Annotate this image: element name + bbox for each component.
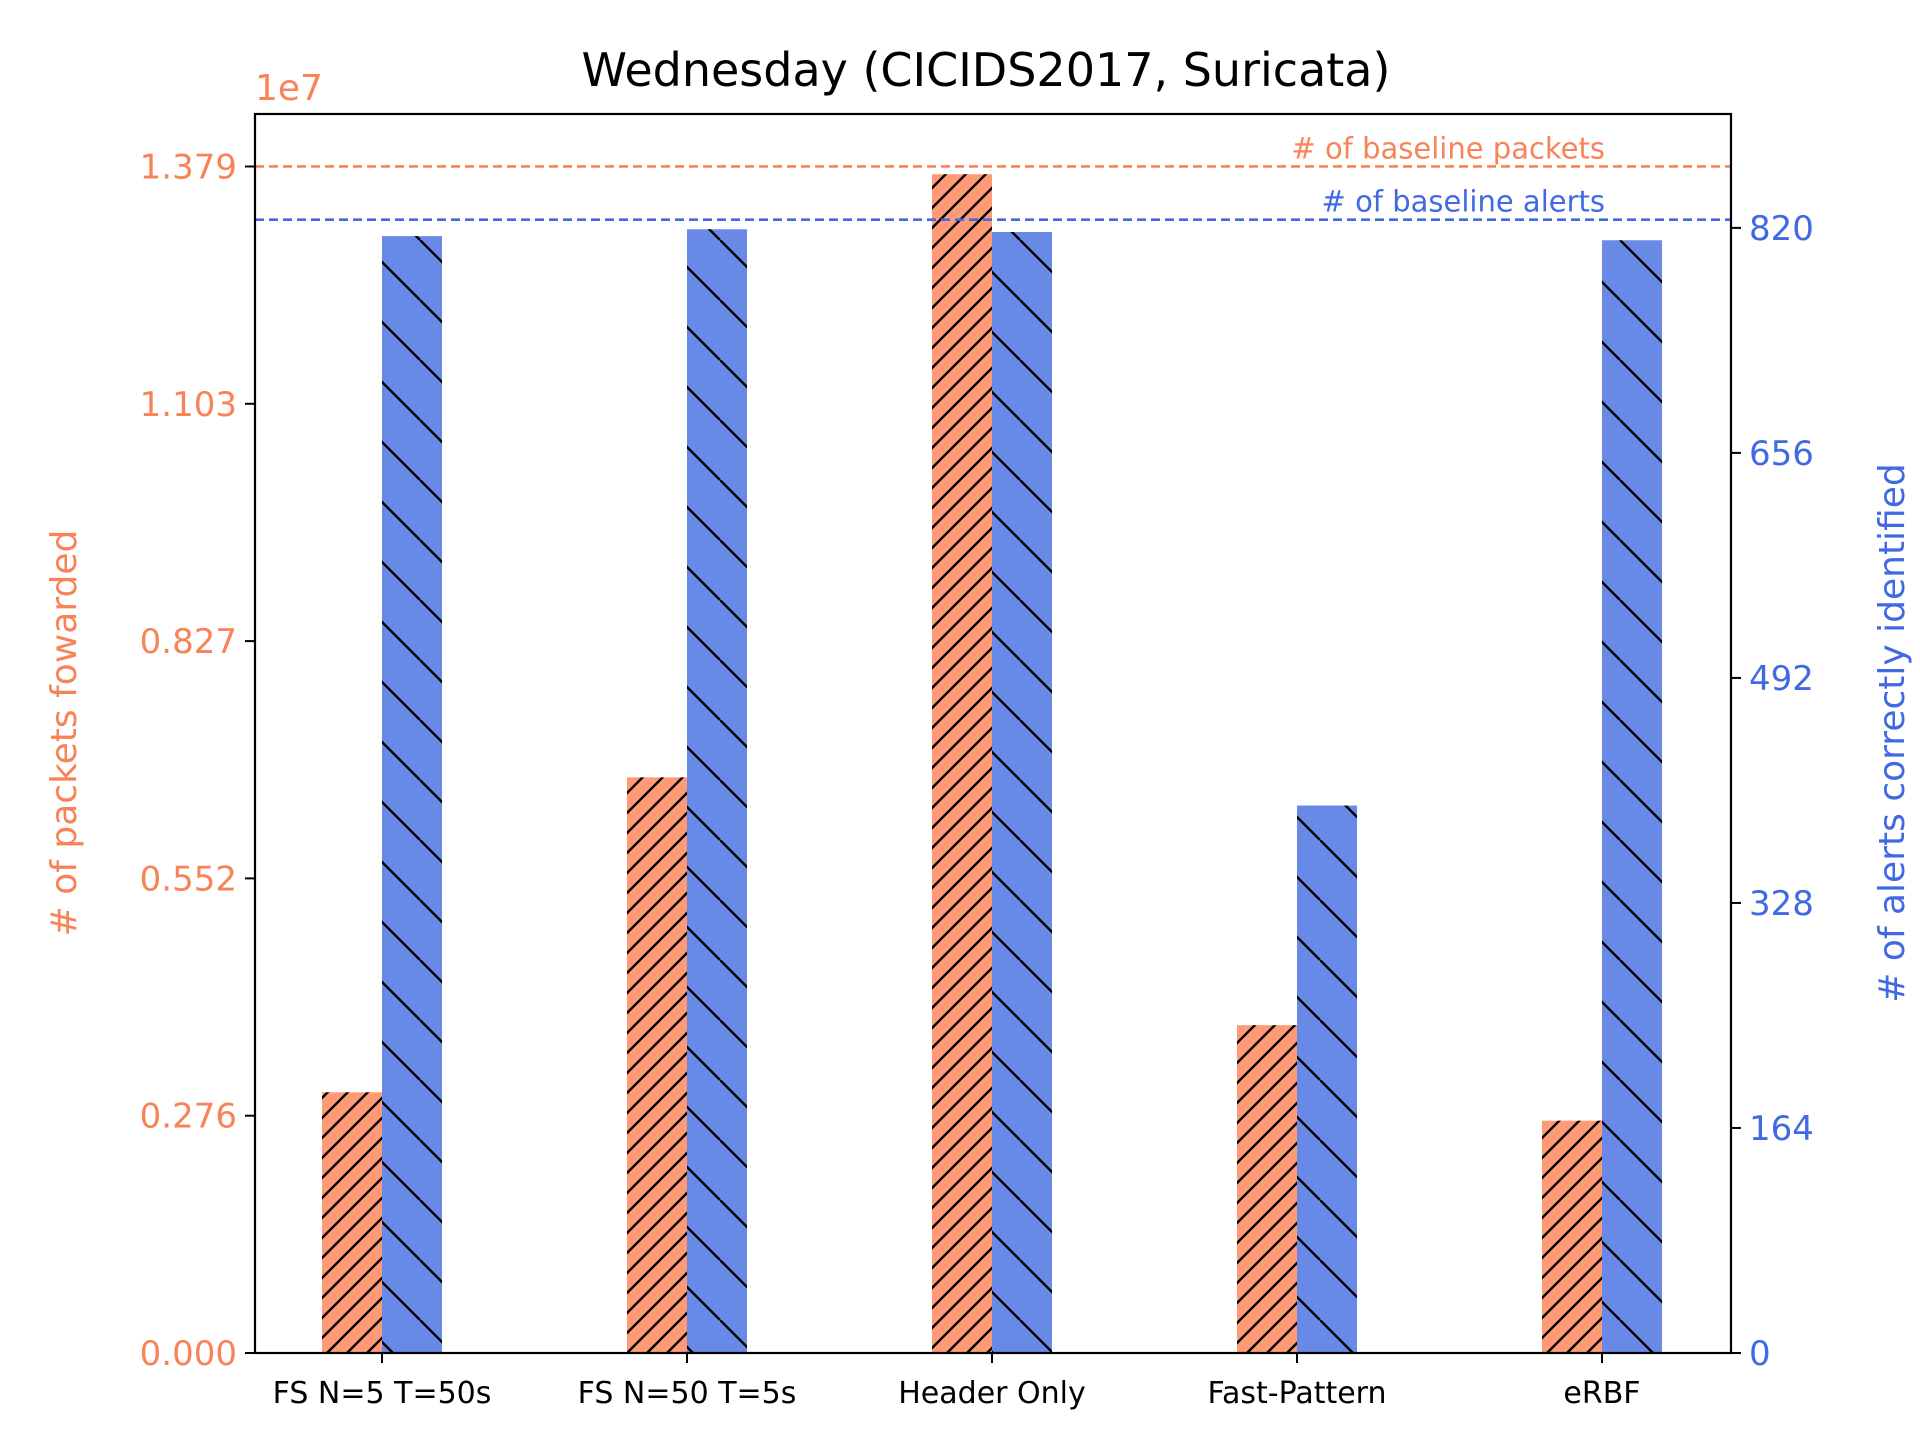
x-tick-label-4: eRBF xyxy=(1563,1376,1640,1411)
bar-alerts-2 xyxy=(992,232,1052,1353)
bar-packets-4 xyxy=(1542,1120,1602,1353)
left-tick-label-5: 1.379 xyxy=(140,147,237,187)
right-axis-ticks: 0 164 328 492 656 820 xyxy=(1731,209,1814,1374)
bars xyxy=(322,174,1662,1354)
bar-alerts-4 xyxy=(1602,240,1662,1354)
bar-packets-1 xyxy=(627,777,687,1353)
chart-title: Wednesday (CICIDS2017, Suricata) xyxy=(582,43,1391,97)
x-tick-label-3: Fast-Pattern xyxy=(1207,1376,1386,1411)
x-tick-label-1: FS N=50 T=5s xyxy=(578,1376,797,1411)
left-axis-ticks: 0.000 0.276 0.552 0.827 1.103 1.379 xyxy=(140,147,255,1374)
bar-packets-3 xyxy=(1237,1025,1297,1353)
right-tick-label-0: 0 xyxy=(1749,1334,1771,1374)
right-tick-label-4: 656 xyxy=(1749,434,1814,474)
x-axis-ticks: FS N=5 T=50s FS N=50 T=5s Header Only Fast-… xyxy=(273,1353,1641,1411)
x-tick-label-0: FS N=5 T=50s xyxy=(273,1376,492,1411)
bar-packets-2 xyxy=(932,174,992,1354)
x-tick-label-2: Header Only xyxy=(898,1376,1086,1411)
right-tick-label-3: 492 xyxy=(1749,659,1814,699)
bar-packets-0 xyxy=(322,1092,382,1353)
left-tick-label-3: 0.827 xyxy=(140,622,237,662)
reference-line-label-1: # of baseline alerts xyxy=(1322,185,1605,219)
left-tick-label-2: 0.552 xyxy=(140,859,237,899)
left-axis-offset: 1e7 xyxy=(255,68,323,109)
right-tick-label-1: 164 xyxy=(1749,1109,1814,1149)
left-tick-label-0: 0.000 xyxy=(140,1334,237,1374)
reference-lines: # of baseline packets # of baseline alert… xyxy=(255,131,1731,221)
left-tick-label-4: 1.103 xyxy=(140,385,237,425)
right-tick-label-2: 328 xyxy=(1749,884,1814,924)
left-tick-label-1: 0.276 xyxy=(140,1097,237,1137)
left-axis-label: # of packets fowarded xyxy=(44,530,85,937)
reference-line-label-0: # of baseline packets xyxy=(1291,131,1605,165)
right-axis-label: # of alerts correctly identified xyxy=(1872,463,1913,1003)
bar-alerts-3 xyxy=(1297,805,1357,1353)
bar-alerts-1 xyxy=(687,229,747,1353)
bar-alerts-0 xyxy=(382,236,442,1354)
right-tick-label-5: 820 xyxy=(1749,209,1814,249)
